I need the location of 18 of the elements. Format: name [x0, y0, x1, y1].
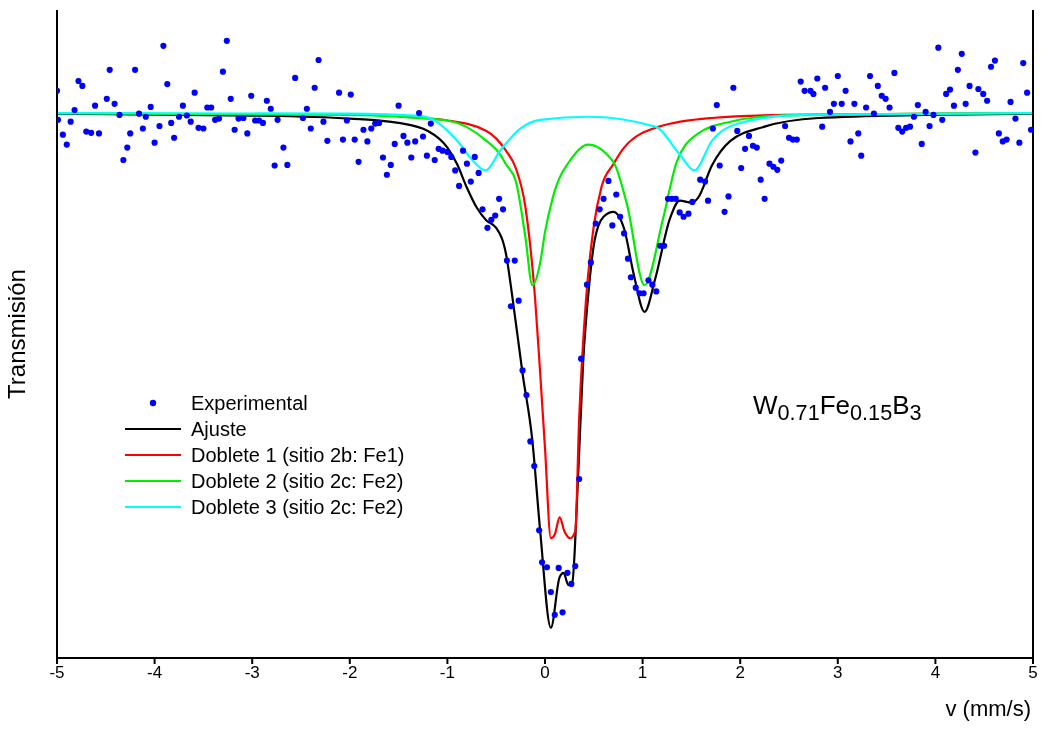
x-tick-label: -2 [342, 663, 358, 683]
x-tick-label: 1 [637, 663, 648, 683]
x-tick-label: 2 [735, 663, 745, 683]
x-tick-label: -1 [439, 663, 455, 683]
legend-label: Ajuste [191, 417, 247, 442]
legend-label: Doblete 1 (sitio 2b: Fe1) [191, 443, 405, 468]
legend-label: Experimental [191, 391, 308, 416]
x-tick-label: 3 [833, 663, 843, 683]
x-tick-label: 4 [930, 663, 941, 683]
legend-label: Doblete 2 (sitio 2c: Fe2) [191, 469, 404, 494]
annotation: W$_{0.71}$Fe$_{0.15}$B$_{3}$ [753, 390, 922, 427]
x-tick-label: -5 [49, 663, 65, 683]
x-axis-title: v (mm/s) [945, 696, 1031, 721]
x-tick-label: 0 [540, 663, 550, 683]
x-tick-label: -3 [244, 663, 260, 683]
x-tick-label: 5 [1028, 663, 1038, 683]
legend-label: Doblete 3 (sitio 2c: Fe2) [191, 495, 404, 520]
x-tick-label: -4 [147, 663, 163, 683]
